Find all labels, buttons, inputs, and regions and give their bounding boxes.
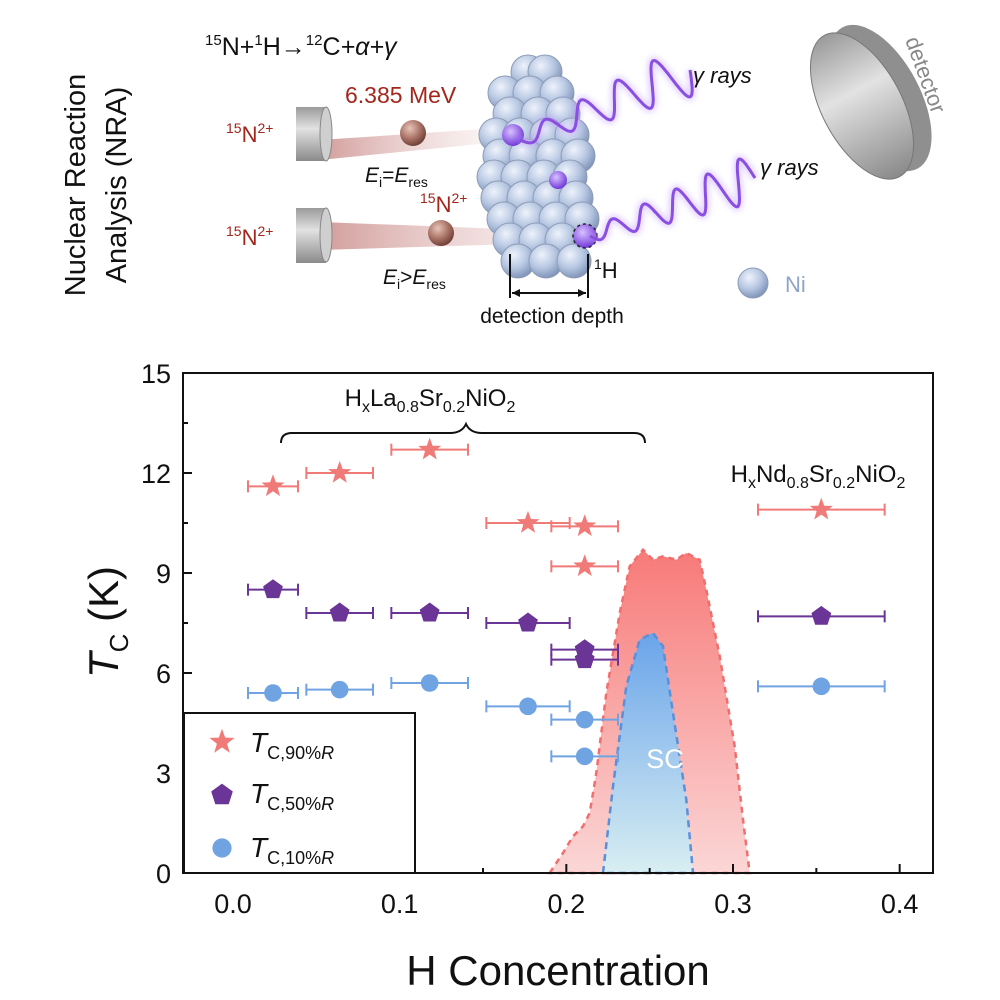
beam-energy: 6.385 MeV (345, 82, 457, 108)
pentagon-marker (329, 602, 350, 622)
star-marker (809, 497, 833, 520)
x-tick-label: 0.0 (214, 889, 252, 919)
y-tick-label: 15 (141, 359, 171, 389)
hydrogen-label: 1H (594, 256, 618, 283)
x-tick-label: 0.2 (548, 889, 586, 919)
axis-ticks: 0.0 0.1 0.2 0.3 0.4 0 3 6 9 12 15 (141, 359, 918, 919)
legend-pentagon-marker (211, 783, 233, 805)
gamma-wave-top (518, 56, 697, 147)
gamma-wave-bottom (588, 155, 759, 244)
y-tick-label: 12 (141, 459, 171, 489)
ion-source-top (296, 106, 500, 162)
y-tick-label: 6 (156, 659, 171, 689)
sc-label: SC (646, 744, 684, 774)
legend-markers (209, 728, 235, 858)
circle-marker (420, 674, 439, 692)
star-marker (516, 510, 540, 533)
legend-circle-marker (212, 838, 232, 858)
legend-label-90: TC,90%R (250, 727, 334, 763)
side-title-line2: Analysis (NRA) (101, 87, 133, 284)
ion-label-top: 15N2+ (226, 120, 273, 147)
ni-legend-sphere (737, 267, 769, 299)
pentagon-marker (419, 602, 440, 622)
circle-marker (812, 677, 831, 696)
legend-label-10: TC,10%R (250, 832, 334, 868)
y-axis-title: TC (K) (80, 566, 134, 678)
source-face-bottom (319, 207, 333, 263)
chart: SC 0.0 0.1 0.2 0.3 0.4 0 3 6 9 12 15 HxLa0.8Sr0.2N… (80, 359, 934, 994)
la-bracket (280, 421, 646, 444)
energy-condition-above: Ei>Eres (383, 266, 446, 292)
x-tick-label: 0.4 (881, 889, 919, 919)
data-markers (247, 437, 886, 766)
ion-label-bottom: 15N2+ (226, 223, 273, 250)
hydrogen-atom-1 (502, 124, 524, 146)
star-marker (418, 437, 442, 460)
pentagon-marker (263, 579, 283, 599)
ion-label-inflight: 15N2+ (420, 190, 467, 217)
legend-star-marker (209, 728, 235, 753)
y-tick-label: 9 (156, 559, 171, 589)
depth-label: detection depth (480, 305, 624, 328)
nd-series-label: HxNd0.8Sr0.2NiO2 (731, 461, 906, 492)
energy-condition-resonance: Ei=Eres (365, 164, 428, 190)
star-marker (573, 554, 597, 577)
ion-top (400, 120, 426, 146)
circle-marker (330, 680, 349, 699)
circle-marker (264, 684, 282, 702)
sc-region-inner (601, 631, 695, 875)
gamma-label-top: γ rays (693, 63, 752, 88)
star-marker (261, 474, 285, 497)
star-marker (328, 460, 352, 483)
pentagon-marker (811, 605, 832, 625)
pentagon-marker (574, 649, 595, 669)
detector (809, 24, 932, 180)
x-axis-title: H Concentration (406, 947, 710, 994)
ni-atom (556, 243, 592, 279)
ion-bottom (428, 220, 454, 246)
circle-marker (575, 710, 594, 729)
reaction-equation: 15N+1H→12C+α+γ (205, 32, 398, 61)
x-tick-label: 0.1 (381, 889, 419, 919)
circle-marker (519, 697, 537, 716)
nra-schematic: 15N+1H→12C+α+γ Nuclear Reaction Analysis… (60, 24, 951, 328)
source-face-top (319, 106, 333, 162)
y-tick-label: 0 (156, 859, 171, 889)
x-tick-label: 0.3 (714, 889, 752, 919)
y-tick-label: 3 (156, 759, 171, 789)
star-marker (573, 514, 597, 537)
pentagon-marker (518, 612, 538, 632)
ni-legend-label: Ni (785, 272, 806, 297)
gamma-label-bottom: γ rays (760, 155, 819, 180)
legend: TC,90%R TC,50%R TC,10%R (183, 712, 416, 874)
depth-arrowheads (512, 289, 586, 297)
la-series-label: HxLa0.8Sr0.2NiO2 (345, 385, 516, 416)
legend-label-50: TC,50%R (250, 778, 334, 814)
side-title-line1: Nuclear Reaction (60, 74, 92, 296)
hydrogen-atom-2 (549, 171, 567, 189)
circle-marker (575, 747, 594, 766)
